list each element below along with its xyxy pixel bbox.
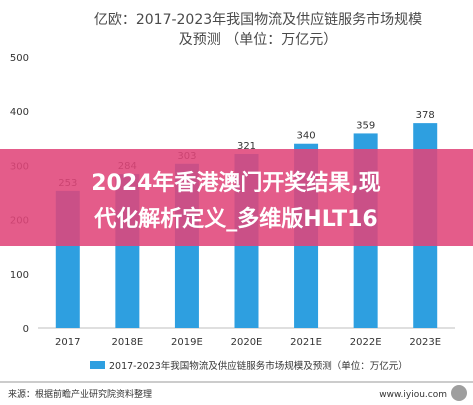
watermark-url: www.iyiou.com	[379, 390, 447, 400]
bar-value-label: 321	[237, 141, 256, 152]
y-tick-label: 400	[10, 107, 29, 118]
bar-value-label: 378	[416, 110, 435, 121]
y-tick-label: 0	[23, 324, 29, 335]
legend: 2017-2023年我国物流及供应链服务市场规模及预测（单位：万亿元）	[90, 360, 408, 372]
logo-icon	[451, 385, 467, 401]
bar-value-label: 359	[356, 120, 375, 131]
x-tick-label: 2023E	[409, 337, 441, 348]
overlay-banner: 2024年香港澳门开奖结果,现 代化解析定义_多维版HLT16	[0, 149, 473, 246]
x-tick-label: 2020E	[231, 337, 263, 348]
y-tick-label: 500	[10, 53, 29, 64]
x-tick-label: 2019E	[171, 337, 203, 348]
chart-title: 亿欧：2017-2023年我国物流及供应链服务市场规模 及预测 （单位：万亿元）	[94, 11, 422, 48]
x-tick-label: 2022E	[350, 337, 382, 348]
legend-label: 2017-2023年我国物流及供应链服务市场规模及预测（单位：万亿元）	[109, 360, 408, 372]
chart-title-line1: 亿欧：2017-2023年我国物流及供应链服务市场规模	[94, 11, 422, 28]
x-tick-label: 2021E	[290, 337, 322, 348]
logo-badge	[451, 385, 467, 401]
legend-swatch	[90, 361, 105, 369]
chart-title-line2: 及预测 （单位：万亿元）	[179, 32, 337, 48]
overlay-line2: 代化解析定义_多维版HLT16	[93, 206, 377, 232]
y-tick-label: 100	[10, 270, 29, 281]
source-note: 来源：根据前瞻产业研究院资料整理	[8, 388, 152, 400]
x-tick-label: 2017	[55, 337, 80, 348]
overlay-line1: 2024年香港澳门开奖结果,现	[91, 170, 381, 196]
overlay-band	[0, 149, 473, 246]
x-tick-label: 2018E	[111, 337, 143, 348]
x-axis: 2017 2018E 2019E 2020E 2021E 2022E 2023E	[55, 337, 441, 348]
bar-value-label: 340	[297, 131, 316, 142]
